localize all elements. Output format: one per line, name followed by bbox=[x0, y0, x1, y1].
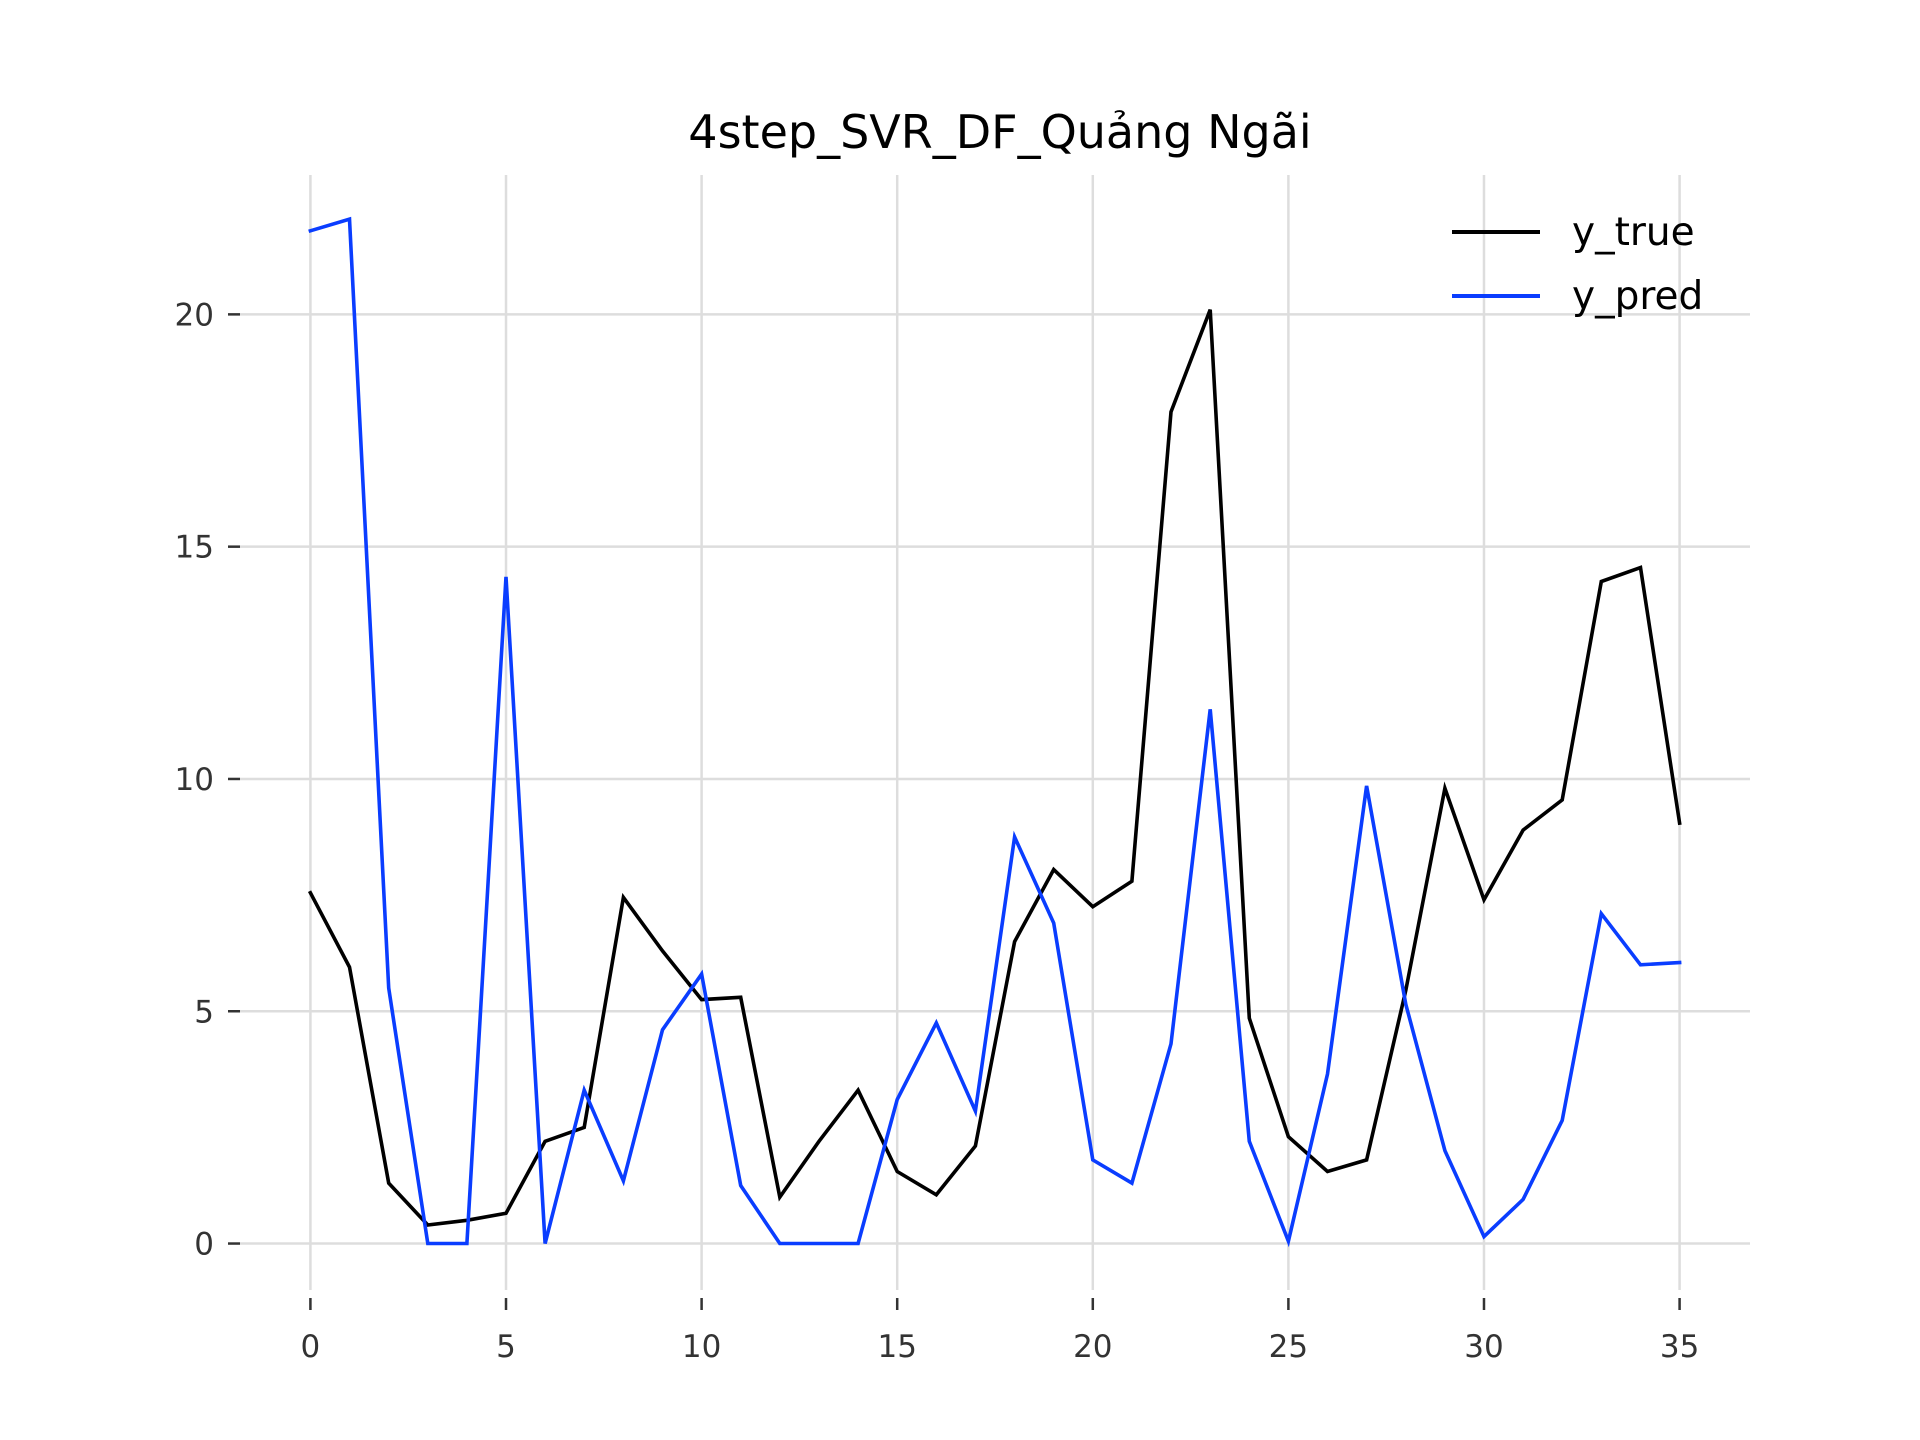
y-tick-label: 20 bbox=[175, 297, 214, 333]
series-lines bbox=[307, 216, 1682, 1248]
series-line-y-pred bbox=[308, 216, 1682, 1248]
x-tick-label: 30 bbox=[1464, 1329, 1503, 1365]
legend: y_true y_pred bbox=[1452, 210, 1703, 319]
y-axis-ticks: 0 5 10 15 20 bbox=[175, 297, 240, 1263]
y-tick-label: 5 bbox=[194, 994, 214, 1030]
x-tick-label: 15 bbox=[877, 1329, 916, 1365]
x-tick-label: 5 bbox=[496, 1329, 516, 1365]
x-tick-label: 0 bbox=[301, 1329, 321, 1365]
x-axis-ticks: 0 5 10 15 20 25 30 35 bbox=[301, 1298, 1699, 1365]
x-gridlines bbox=[309, 175, 1681, 1290]
x-tick-label: 25 bbox=[1269, 1329, 1308, 1365]
x-tick-label: 20 bbox=[1073, 1329, 1112, 1365]
y-tick-label: 10 bbox=[175, 762, 214, 798]
x-tick-label: 35 bbox=[1660, 1329, 1699, 1365]
chart-title: 4step_SVR_DF_Quảng Ngãi bbox=[688, 105, 1311, 159]
y-tick-label: 15 bbox=[175, 530, 214, 566]
legend-label-y-true: y_true bbox=[1572, 210, 1695, 255]
x-tick-label: 10 bbox=[682, 1329, 721, 1365]
y-gridlines bbox=[240, 313, 1750, 1245]
y-tick-label: 0 bbox=[194, 1227, 214, 1263]
legend-label-y-pred: y_pred bbox=[1572, 274, 1703, 319]
